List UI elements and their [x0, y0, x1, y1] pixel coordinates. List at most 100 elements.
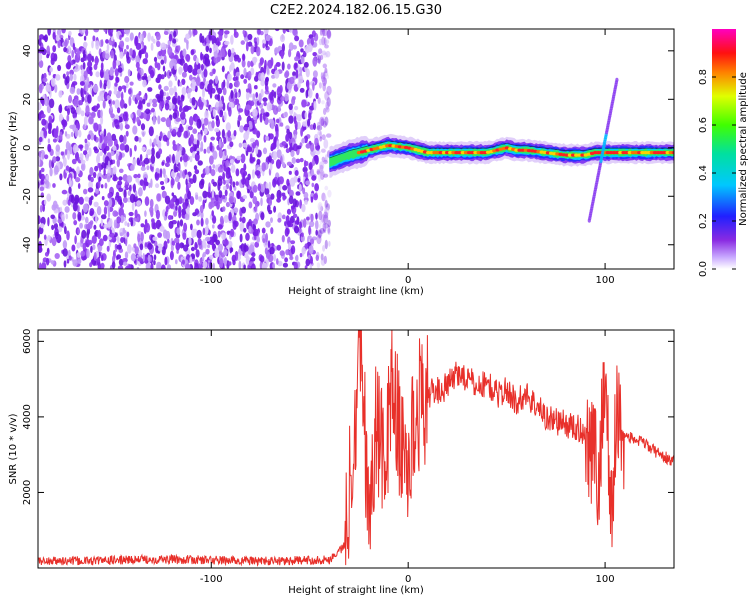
noise-speckle	[191, 151, 196, 159]
noise-speckle	[94, 165, 99, 172]
noise-speckle	[68, 95, 73, 104]
noise-speckle	[196, 219, 200, 226]
noise-speckle	[251, 169, 255, 179]
noise-speckle	[112, 145, 117, 151]
noise-speckle	[177, 181, 181, 190]
noise-speckle	[159, 168, 163, 179]
noise-speckle	[124, 37, 130, 43]
noise-speckle	[178, 205, 182, 215]
noise-speckle	[120, 237, 125, 243]
noise-speckle	[316, 121, 321, 130]
y-tick-label: 4000	[22, 404, 33, 429]
noise-speckle	[240, 153, 246, 164]
noise-speckle	[69, 73, 74, 82]
noise-speckle	[207, 86, 212, 95]
noise-speckle	[189, 256, 193, 264]
colorbar: 0.0 0.2 0.4 0.6 0.8 Normalized spectral ampl…	[698, 29, 749, 277]
noise-speckle	[253, 85, 258, 90]
noise-speckle	[225, 179, 230, 184]
noise-speckle	[90, 195, 94, 201]
noise-speckle	[214, 194, 220, 202]
noise-speckle	[164, 71, 167, 78]
noise-speckle	[72, 201, 78, 212]
noise-speckle	[257, 183, 261, 192]
noise-speckle	[117, 236, 120, 244]
noise-speckle	[110, 150, 115, 156]
noise-speckle	[110, 113, 115, 119]
noise-speckle	[242, 53, 245, 61]
noise-speckle	[279, 122, 284, 127]
noise-speckle	[268, 254, 274, 263]
noise-speckle	[296, 121, 301, 130]
noise-speckle	[316, 58, 321, 64]
noise-speckle	[194, 262, 199, 269]
noise-speckle	[323, 37, 327, 46]
noise-speckle	[268, 181, 272, 191]
noise-speckle	[124, 144, 130, 153]
signal-core	[668, 151, 673, 155]
noise-speckle	[49, 66, 53, 73]
noise-speckle	[122, 197, 128, 203]
snr-y-axis-label: SNR (10 * v/v)	[8, 413, 19, 484]
noise-speckle	[316, 52, 321, 62]
noise-speckle	[208, 229, 211, 236]
noise-speckle	[205, 165, 210, 175]
noise-speckle	[71, 49, 75, 59]
noise-speckle	[221, 65, 225, 73]
noise-speckle	[163, 85, 169, 92]
noise-speckle	[143, 177, 148, 186]
noise-speckle	[176, 142, 180, 152]
noise-speckle	[46, 45, 50, 55]
noise-speckle	[259, 113, 263, 123]
noise-speckle	[150, 210, 154, 218]
noise-speckle	[321, 50, 327, 56]
noise-speckle	[184, 169, 188, 176]
noise-speckle	[81, 164, 85, 170]
noise-speckle	[158, 50, 163, 57]
noise-speckle	[288, 42, 294, 51]
noise-speckle	[245, 232, 250, 241]
noise-speckle	[324, 157, 327, 163]
noise-speckle	[159, 99, 165, 108]
noise-speckle	[203, 68, 208, 78]
noise-speckle	[194, 152, 200, 162]
noise-speckle	[63, 157, 67, 167]
noise-speckle	[211, 120, 215, 129]
spectrogram-image	[38, 29, 674, 269]
noise-speckle	[40, 113, 46, 119]
signal-core	[448, 151, 453, 155]
noise-speckle	[274, 123, 279, 133]
noise-speckle	[287, 63, 291, 70]
noise-speckle	[179, 67, 183, 73]
noise-speckle	[292, 71, 296, 77]
noise-speckle	[322, 173, 329, 178]
noise-speckle	[323, 159, 328, 165]
noise-speckle	[272, 178, 277, 188]
noise-speckle	[85, 105, 90, 115]
signal-core	[457, 151, 462, 155]
noise-speckle	[40, 223, 45, 229]
noise-speckle	[237, 190, 240, 199]
noise-speckle	[327, 189, 332, 198]
signal-core	[567, 153, 573, 157]
noise-speckle	[319, 29, 323, 36]
noise-speckle	[319, 116, 325, 127]
x-tick-label: 100	[596, 275, 615, 286]
signal-core	[564, 153, 570, 157]
noise-speckle	[134, 209, 138, 219]
noise-speckle	[77, 183, 81, 189]
noise-speckle	[48, 98, 55, 109]
noise-speckle	[136, 109, 142, 117]
noise-speckle	[152, 38, 156, 44]
noise-speckle	[266, 193, 271, 198]
noise-speckle	[69, 69, 74, 76]
noise-speckle	[294, 120, 298, 130]
noise-speckle	[265, 85, 269, 92]
noise-speckle	[164, 195, 171, 205]
noise-speckle	[300, 48, 304, 53]
snr-frame	[37, 329, 675, 569]
noise-speckle	[152, 102, 158, 108]
noise-speckle	[114, 211, 119, 217]
noise-speckle	[261, 227, 266, 234]
